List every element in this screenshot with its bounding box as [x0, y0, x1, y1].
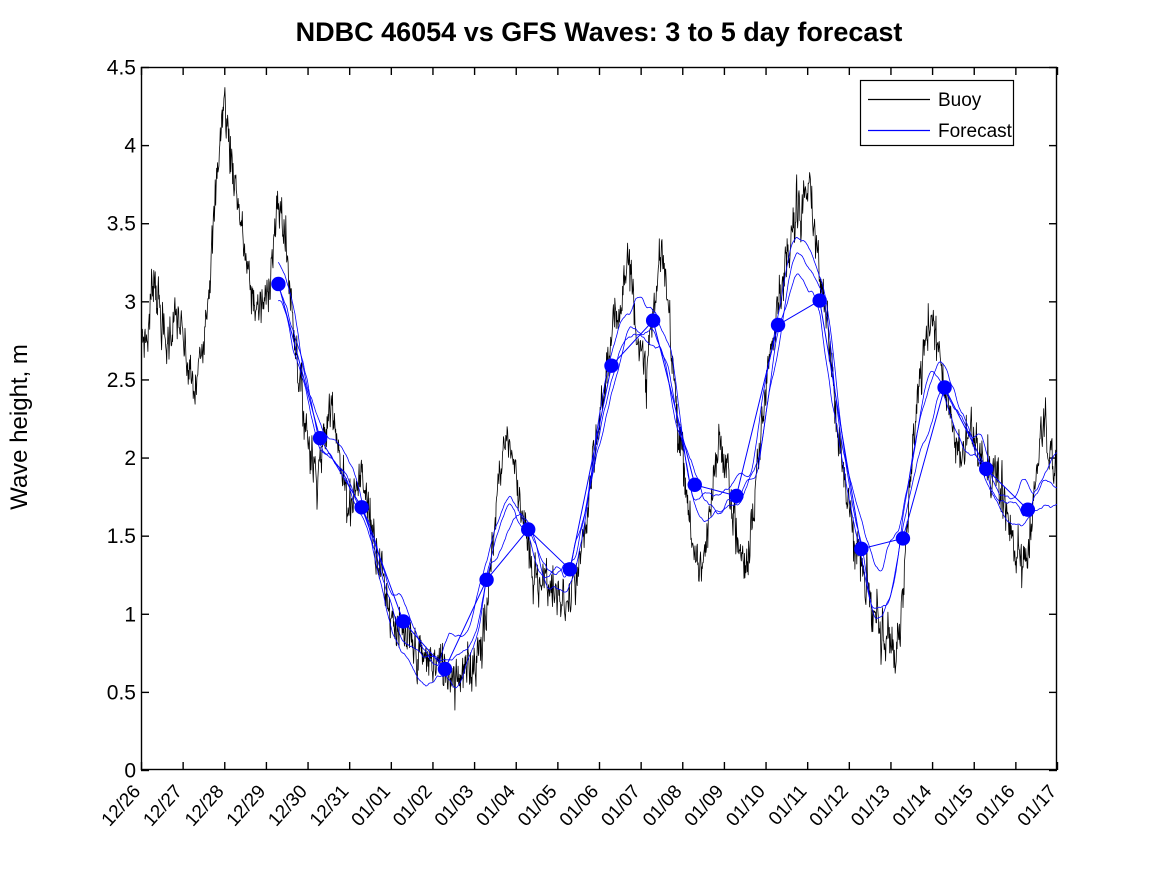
svg-text:Wave height, m: Wave height, m — [6, 344, 33, 510]
svg-text:0.5: 0.5 — [107, 681, 136, 704]
svg-text:2: 2 — [124, 447, 136, 470]
svg-text:Forecast: Forecast — [938, 121, 1013, 142]
svg-text:3.5: 3.5 — [107, 213, 136, 236]
svg-text:4.5: 4.5 — [107, 57, 136, 80]
svg-text:1: 1 — [124, 603, 136, 626]
svg-text:4: 4 — [124, 135, 136, 158]
svg-text:0: 0 — [124, 760, 136, 783]
svg-text:Buoy: Buoy — [938, 90, 982, 111]
svg-text:3: 3 — [124, 291, 136, 314]
svg-text:NDBC 46054 vs GFS Waves: 3 to: NDBC 46054 vs GFS Waves: 3 to 5 day fore… — [296, 17, 903, 47]
svg-text:1.5: 1.5 — [107, 525, 136, 548]
svg-text:2.5: 2.5 — [107, 369, 136, 392]
